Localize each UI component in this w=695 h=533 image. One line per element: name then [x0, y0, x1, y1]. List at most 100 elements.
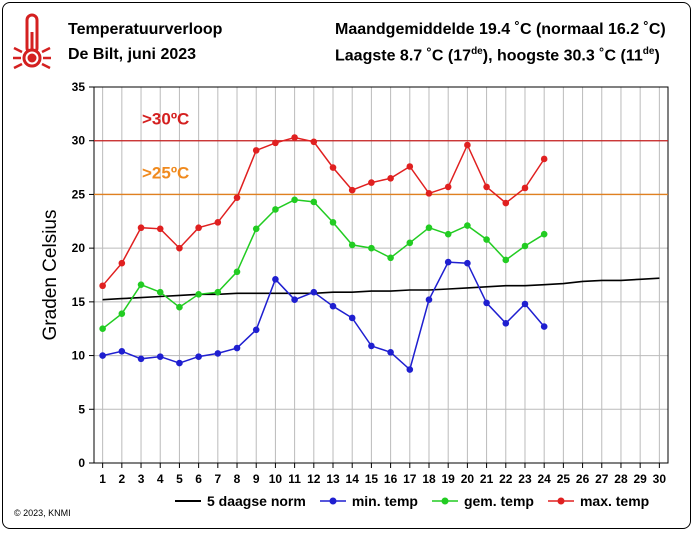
data-point-max-temp: [425, 190, 433, 197]
threshold-label-30: >30ºC: [142, 110, 189, 129]
ytick-label: 30: [72, 134, 86, 148]
data-point-gem-temp: [137, 281, 145, 288]
data-point-min-temp: [156, 353, 164, 360]
xtick-label: 11: [288, 472, 301, 486]
copyright-text: © 2023, KNMI: [14, 508, 71, 518]
xtick-label: 20: [461, 472, 475, 486]
threshold-label-25: >25ºC: [142, 163, 189, 182]
data-point-max-temp: [137, 224, 145, 232]
data-point-max-temp: [252, 147, 260, 154]
xtick-label: 23: [518, 472, 532, 486]
xtick-label: 26: [576, 472, 590, 486]
data-point-gem-temp: [156, 288, 164, 296]
xtick-label: 9: [253, 472, 260, 486]
data-point-min-temp: [521, 300, 529, 308]
legend: 5 daagse norm min. temp gem. temp max. t…: [175, 493, 663, 509]
month-average-text: Maandgemiddelde 19.4 ˚C (normaal 16.2 ˚C…: [335, 21, 666, 38]
xtick-label: 2: [118, 472, 125, 486]
data-point-gem-temp: [99, 325, 106, 333]
data-point-min-temp: [214, 350, 222, 357]
data-point-max-temp: [329, 164, 337, 171]
data-point-min-temp: [329, 302, 337, 310]
xtick-label: 16: [384, 472, 398, 486]
legend-item-gem: gem. temp: [431, 493, 534, 509]
xtick-label: 5: [176, 472, 183, 486]
xtick-label: 1: [99, 472, 106, 486]
data-point-gem-temp: [406, 239, 414, 247]
data-point-gem-temp: [502, 256, 510, 264]
legend-label-norm: 5 daagse norm: [207, 493, 306, 509]
plot-area: [93, 86, 669, 464]
data-point-min-temp: [137, 355, 145, 363]
xtick-label: 18: [422, 472, 436, 486]
xtick-label: 29: [633, 472, 647, 486]
data-point-max-temp: [483, 183, 490, 191]
legend-label-max: max. temp: [579, 493, 650, 509]
xtick-label: 22: [499, 472, 513, 486]
legend-item-min: min. temp: [319, 493, 418, 509]
data-point-min-temp: [291, 296, 298, 304]
data-point-max-temp: [176, 244, 183, 252]
xtick-label: 21: [480, 472, 494, 486]
data-point-min-temp: [444, 258, 452, 266]
data-point-gem-temp: [368, 244, 375, 252]
data-point-max-temp: [291, 134, 298, 141]
data-point-min-temp: [368, 342, 375, 350]
data-point-gem-temp: [118, 310, 126, 317]
series-line-gem-temp: [102, 199, 545, 330]
data-point-max-temp: [99, 282, 106, 290]
legend-label-min: min. temp: [351, 493, 418, 509]
data-point-min-temp: [540, 323, 548, 330]
xtick-label: 24: [537, 472, 551, 486]
data-point-min-temp: [272, 275, 279, 283]
data-point-max-temp: [521, 184, 529, 192]
extremes-text: Laagste 8.7 ˚C (17de), hoogste 30.3 ˚C (…: [335, 46, 660, 65]
data-point-max-temp: [387, 175, 394, 182]
data-point-gem-temp: [540, 230, 548, 238]
xtick-label: 25: [557, 472, 571, 486]
data-point-gem-temp: [195, 291, 202, 298]
data-point-max-temp: [118, 259, 126, 267]
xtick-label: 3: [138, 472, 145, 486]
data-point-max-temp: [444, 183, 452, 191]
data-point-min-temp: [176, 359, 183, 367]
data-point-min-temp: [425, 296, 433, 304]
series-line-max-temp: [102, 136, 545, 287]
data-point-gem-temp: [233, 268, 241, 276]
data-point-min-temp: [348, 314, 356, 322]
data-point-max-temp: [195, 224, 202, 232]
ytick-label: 20: [72, 241, 86, 255]
data-point-max-temp: [464, 141, 471, 149]
data-point-gem-temp: [272, 206, 279, 213]
legend-item-norm: 5 daagse norm: [175, 493, 306, 509]
data-point-gem-temp: [521, 242, 529, 250]
data-point-max-temp: [368, 179, 375, 186]
legend-norm-line-icon: [175, 500, 201, 502]
ytick-label: 0: [78, 456, 85, 470]
legend-min-marker-icon: [319, 497, 346, 505]
chart-subtitle: De Bilt, juni 2023: [68, 46, 197, 63]
data-point-gem-temp: [329, 219, 337, 226]
data-point-min-temp: [233, 344, 241, 352]
xtick-label: 27: [595, 472, 609, 486]
ytick-label: 25: [72, 187, 86, 201]
data-point-min-temp: [195, 353, 202, 360]
data-point-min-temp: [464, 259, 471, 267]
data-point-max-temp: [214, 219, 222, 226]
legend-item-max: max. temp: [547, 493, 650, 509]
data-point-max-temp: [272, 139, 279, 147]
xtick-label: 30: [653, 472, 667, 486]
data-point-min-temp: [252, 326, 260, 334]
data-point-max-temp: [233, 194, 241, 201]
data-point-gem-temp: [483, 236, 490, 243]
data-point-gem-temp: [425, 224, 433, 232]
series-line-min-temp: [102, 261, 545, 371]
data-point-gem-temp: [464, 222, 471, 229]
xtick-label: 19: [442, 472, 456, 486]
ytick-label: 5: [78, 402, 85, 416]
ytick-label: 15: [72, 295, 86, 309]
xtick-label: 28: [614, 472, 628, 486]
xtick-label: 17: [403, 472, 417, 486]
data-point-gem-temp: [176, 303, 183, 311]
